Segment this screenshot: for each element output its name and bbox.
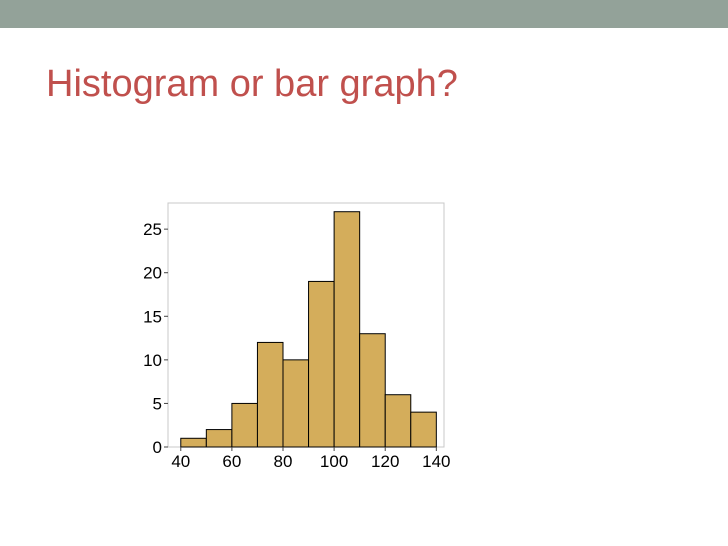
y-tick-label: 20 [143,264,162,283]
x-tick-label: 120 [371,452,399,471]
histogram-bar [282,359,310,448]
histogram-bar [231,402,258,448]
y-tick-label: 10 [143,351,162,370]
x-tick-label: 100 [320,452,348,471]
x-tick-label: 40 [171,452,190,471]
histogram-bar [180,437,207,448]
x-axis-ticks: 40 60 80 100 120 140 [171,447,451,471]
slide-title: Histogram or bar graph? [46,63,458,105]
top-band [0,0,728,28]
histogram-bar [256,341,284,448]
histogram-bar [359,333,386,448]
x-tick-label: 140 [422,452,450,471]
bars [180,211,437,448]
y-tick-label: 25 [143,220,162,239]
y-tick-label: 5 [153,394,162,413]
histogram-bar [410,411,437,448]
histogram-chart: 0 5 10 15 20 25 40 60 80 100 120 140 [143,202,451,471]
x-tick-label: 60 [222,452,241,471]
histogram-bar [333,211,361,448]
y-axis-ticks: 0 5 10 15 20 25 [143,220,168,457]
histogram-bar [384,394,412,448]
y-tick-label: 0 [153,438,162,457]
histogram-bar [308,280,335,448]
x-tick-label: 80 [274,452,293,471]
histogram-bar [205,429,233,448]
y-tick-label: 15 [143,307,162,326]
